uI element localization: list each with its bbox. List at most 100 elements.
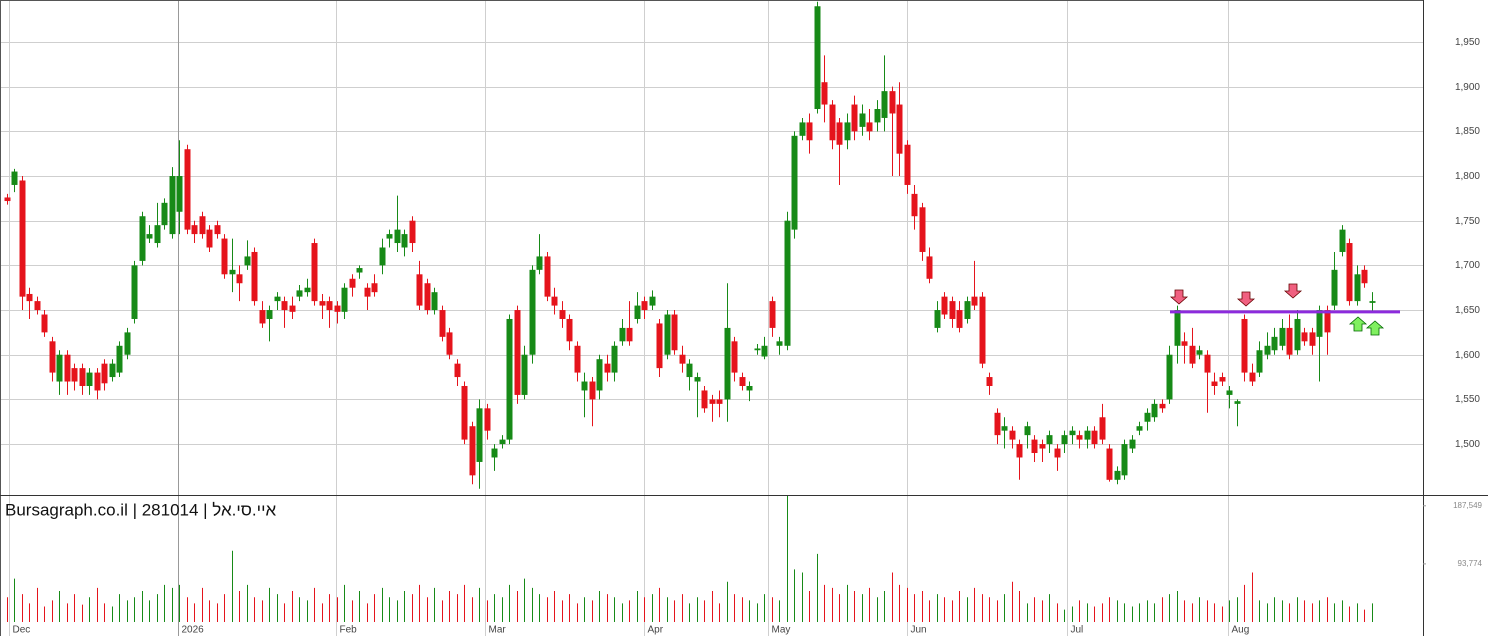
candle-body [1099,417,1106,440]
y-tick-label: 1,800 [1455,171,1480,182]
x-tick-label: Jul [1071,625,1084,636]
candle-body [1016,444,1023,458]
candle-body [1039,444,1046,449]
candle-body [1196,350,1203,355]
candle-body [1346,243,1353,302]
candle-body [1234,401,1241,404]
candle-body [611,345,618,373]
candle-body [176,176,183,212]
candle-body [544,256,551,297]
candle-body [881,91,888,118]
candle-body [56,354,63,382]
candle-body [551,296,558,306]
candle-body [19,180,26,297]
candle-body [1331,269,1338,306]
candle-body [851,104,858,132]
candle-body [1106,448,1113,480]
candle-body [364,287,371,297]
candle-body [161,202,168,226]
candle-body [1354,274,1361,302]
candle-body [566,318,573,342]
candle-body [806,122,813,141]
candle-body [79,368,86,386]
down-arrow [1283,283,1303,299]
volume-tick-label: 187,549 [1453,501,1482,510]
candle-body [1226,390,1233,395]
candle-body [814,6,821,110]
y-tick-label: 1,750 [1455,216,1480,227]
candle-body [844,122,851,141]
candle-body [124,332,131,355]
candle-body [716,399,723,404]
candle-body [574,345,581,373]
candle-body [709,399,716,404]
candle-body [754,348,761,351]
candle-body [641,301,648,311]
candle-body [1129,439,1136,449]
candle-body [86,372,93,386]
candle-body [1144,412,1151,422]
candle-body [784,220,791,346]
candle-body [1009,430,1016,440]
candle-body [334,305,341,312]
grid [0,0,1423,636]
candle-body [409,220,416,244]
candle-body [874,109,881,123]
y-tick-label: 1,650 [1455,305,1480,316]
candle-body [934,310,941,328]
candle-body [446,332,453,355]
y-tick-label: 1,700 [1455,260,1480,271]
candle-body [1091,430,1098,445]
candle-body [964,301,971,319]
candle-body [469,426,476,476]
candle-body [634,305,641,319]
x-tick-label: Mar [489,625,507,636]
candle-body [326,301,333,311]
candle-body [956,310,963,328]
candle-body [109,363,116,378]
candle-body [266,310,273,319]
x-tick-label: Aug [1232,625,1250,636]
candle-body [694,377,701,382]
candle-body [1151,403,1158,418]
candle-body [484,408,491,431]
candle-body [491,448,498,458]
candle-body [619,327,626,342]
candle-body [274,296,281,302]
down-arrow [1169,289,1189,305]
y-tick-label: 1,850 [1455,126,1480,137]
candle-body [521,354,528,395]
candle-body [4,197,11,202]
candle-body [1166,354,1173,400]
x-tick-label: 2026 [182,625,205,636]
candle-body [341,287,348,312]
candle-body [71,368,78,382]
candle-body [1294,318,1301,351]
candle-body [184,149,191,230]
candle-body [356,268,363,273]
candle-body [431,292,438,311]
candle-body [949,301,956,319]
candle-body [311,243,318,302]
candle-body [724,327,731,400]
candle-body [979,296,986,364]
candle-body [664,314,671,355]
candle-body [911,193,918,217]
candle-body [244,256,251,266]
candle-body [649,296,656,306]
candle-body [514,310,521,395]
x-tick-label: May [772,625,791,636]
candle-body [739,377,746,386]
candle-body [1121,444,1128,476]
candle-body [1324,310,1331,333]
candle-body [41,314,48,333]
candle-body [304,287,311,293]
candle-body [49,341,56,373]
candle-body [626,327,633,342]
candle-body [896,104,903,154]
candle-body [454,363,461,378]
candle-body [604,363,611,373]
candle-body [1189,345,1196,364]
candle-body [731,341,738,373]
